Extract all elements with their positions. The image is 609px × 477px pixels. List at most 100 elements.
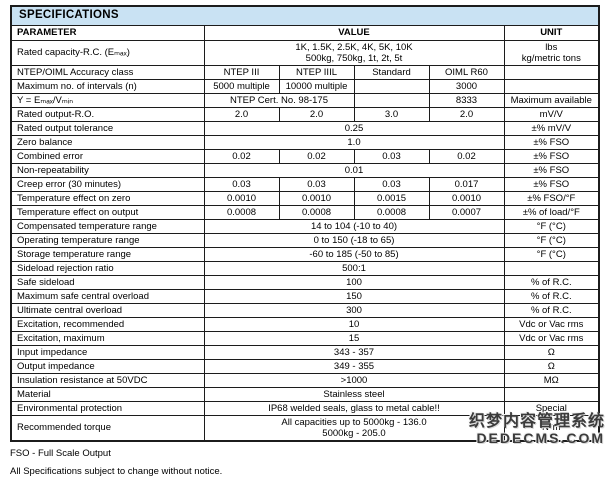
table-cell: 3.0 (353, 106, 430, 122)
table-row: Material Stainless steel (10, 386, 600, 402)
table-cell: Maximum no. of intervals (n) (10, 78, 205, 94)
table-cell: 343 - 357 (203, 344, 505, 360)
table-cell: Rated capacity-R.C. (Eₘₐₓ) (10, 39, 205, 66)
table-cell: 8333 (428, 92, 505, 108)
column-header-unit: UNIT (503, 24, 600, 41)
table-cell (503, 78, 600, 94)
table-cell: ±% mV/V (503, 120, 600, 136)
table-cell: Compensated temperature range (10, 218, 205, 234)
table-cell: °F (°C) (503, 232, 600, 248)
table-cell: 0.0007 (428, 204, 505, 220)
table-cell: 0.0008 (203, 204, 280, 220)
table-cell: NTEP III (203, 64, 280, 80)
table-title-row: SPECIFICATIONS (10, 5, 600, 26)
table-cell: ±% FSO (503, 134, 600, 150)
table-cell: 15 (203, 330, 505, 346)
specifications-table: SPECIFICATIONS PARAMETER VALUE UNIT Rate… (10, 5, 601, 442)
table-row: Zero balance 1.0 ±% FSO (10, 134, 600, 150)
table-cell: Environmental protection (10, 400, 205, 416)
table-row: Temperature effect on zero 0.0010 0.0010 0.… (10, 190, 600, 206)
table-row: NTEP/OIML Accuracy class NTEP III NTEP III… (10, 64, 600, 80)
table-row: Y = Eₘₐₓ/Vₘᵢₙ NTEP Cert. No. 98-175 8333 Ma… (10, 92, 600, 108)
table-cell: Output impedance (10, 358, 205, 374)
spec-table-body: Rated capacity-R.C. (Eₘₐₓ) 1K, 1.5K, 2.5K… (10, 39, 600, 441)
table-cell (503, 386, 600, 402)
table-row: Excitation, recommended 10 Vdc or Vac rms (10, 316, 600, 332)
table-cell: 0.0010 (278, 190, 355, 206)
table-cell: 0.02 (428, 148, 505, 164)
table-cell: Ω (503, 358, 600, 374)
table-cell: 300 (203, 302, 505, 318)
table-cell: Operating temperature range (10, 232, 205, 248)
table-cell: IP68 welded seals, glass to metal cable!… (203, 400, 505, 416)
table-cell: Rated output tolerance (10, 120, 205, 136)
table-cell: 0.01 (203, 162, 505, 178)
table-cell (503, 260, 600, 276)
column-header-value: VALUE (203, 24, 505, 41)
table-cell: N*m (503, 414, 600, 441)
table-cell: Recommended torque (10, 414, 205, 441)
table-row: Rated capacity-R.C. (Eₘₐₓ) 1K, 1.5K, 2.5K… (10, 39, 600, 66)
table-cell: 10000 multiple (278, 78, 355, 94)
table-row: Input impedance 343 - 357 Ω (10, 344, 600, 360)
table-row: Operating temperature range 0 to 150 (-18… (10, 232, 600, 248)
table-cell: Vdc or Vac rms (503, 330, 600, 346)
table-cell: Zero balance (10, 134, 205, 150)
table-cell: ±% FSO (503, 162, 600, 178)
table-cell: NTEP IIIL (278, 64, 355, 80)
table-cell: 2.0 (428, 106, 505, 122)
table-cell: Insulation resistance at 50VDC (10, 372, 205, 388)
table-cell: Sideload rejection ratio (10, 260, 205, 276)
table-cell: ±% FSO (503, 176, 600, 192)
table-cell: 500:1 (203, 260, 505, 276)
table-row: Excitation, maximum 15 Vdc or Vac rms (10, 330, 600, 346)
table-cell: 0.0010 (428, 190, 505, 206)
table-row: Safe sideload 100% of R.C. (10, 274, 600, 290)
table-cell: 2.0 (278, 106, 355, 122)
table-cell: 0.0010 (203, 190, 280, 206)
table-cell: -60 to 185 (-50 to 85) (203, 246, 505, 262)
table-cell: Stainless steel (203, 386, 505, 402)
table-cell (353, 92, 430, 108)
table-cell: Safe sideload (10, 274, 205, 290)
table-cell: 5000 multiple (203, 78, 280, 94)
table-cell: Temperature effect on zero (10, 190, 205, 206)
table-cell: 3000 (428, 78, 505, 94)
table-cell: °F (°C) (503, 246, 600, 262)
table-cell: 10 (203, 316, 505, 332)
table-cell: NTEP Cert. No. 98-175 (203, 92, 355, 108)
table-cell: 0.0008 (353, 204, 430, 220)
table-cell: MΩ (503, 372, 600, 388)
table-cell: ±% FSO (503, 148, 600, 164)
table-cell: Y = Eₘₐₓ/Vₘᵢₙ (10, 92, 205, 108)
table-row: Combined error 0.02 0.02 0.03 0.02 ±% FSO (10, 148, 600, 164)
table-cell: 1.0 (203, 134, 505, 150)
table-cell: Maximum safe central overload (10, 288, 205, 304)
table-row: Rated output tolerance 0.25 ±% mV/V (10, 120, 600, 136)
table-cell: 0.017 (428, 176, 505, 192)
table-cell: 150 (203, 288, 505, 304)
table-cell: Rated output-R.O. (10, 106, 205, 122)
table-cell: All capacities up to 5000kg - 136.0 5000… (203, 414, 505, 441)
table-row: Ultimate central overload 300% of R.C. (10, 302, 600, 318)
table-cell: Standard (353, 64, 430, 80)
table-title: SPECIFICATIONS (10, 5, 600, 26)
table-cell: 0.0008 (278, 204, 355, 220)
table-row: Rated output-R.O. 2.0 2.0 3.0 2.0 mV/V (10, 106, 600, 122)
table-cell: % of R.C. (503, 302, 600, 318)
table-cell: Excitation, maximum (10, 330, 205, 346)
table-cell: 2.0 (203, 106, 280, 122)
table-row: Creep error (30 minutes) 0.03 0.03 0.03 0.01… (10, 176, 600, 192)
table-header-row: PARAMETER VALUE UNIT (10, 24, 600, 41)
table-cell: 0.02 (203, 148, 280, 164)
spec-sheet-page: SPECIFICATIONS PARAMETER VALUE UNIT Rate… (10, 5, 604, 477)
table-cell: Vdc or Vac rms (503, 316, 600, 332)
table-row: Insulation resistance at 50VDC >1000 MΩ (10, 372, 600, 388)
table-cell: °F (°C) (503, 218, 600, 234)
table-cell: Non-repeatability (10, 162, 205, 178)
table-cell: 0.0015 (353, 190, 430, 206)
table-cell: Maximum available (503, 92, 600, 108)
table-row: Maximum no. of intervals (n) 5000 multipl… (10, 78, 600, 94)
table-row: Sideload rejection ratio 500:1 (10, 260, 600, 276)
table-cell: Storage temperature range (10, 246, 205, 262)
